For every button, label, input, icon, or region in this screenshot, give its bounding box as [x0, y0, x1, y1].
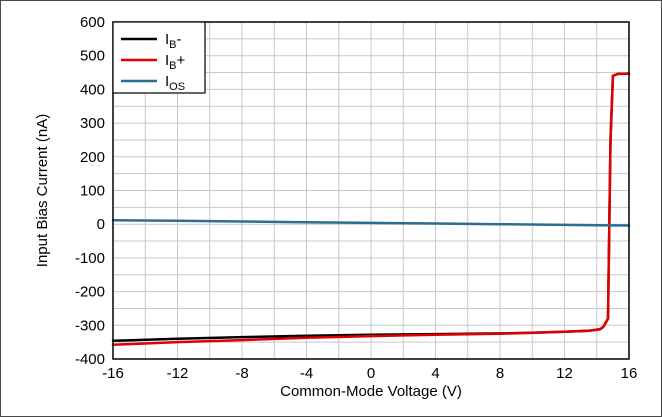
legend-label: IB+ [165, 52, 186, 72]
x-tick-label: 0 [367, 365, 375, 382]
y-tick-label: 300 [80, 115, 105, 132]
y-tick-label: 400 [80, 81, 105, 98]
plot-area-border [112, 21, 630, 360]
y-tick-label: -100 [75, 250, 105, 267]
y-axis-title: Input Bias Current (nA) [34, 114, 51, 267]
y-tick-label: 200 [80, 149, 105, 166]
x-tick-label: 8 [496, 365, 504, 382]
legend-label: IB- [165, 31, 182, 51]
series-line-ios [111, 218, 631, 227]
series-line-ib- [111, 72, 631, 347]
legend: IB-IB+IOS [112, 21, 206, 94]
y-tick-label: 0 [97, 216, 105, 233]
series-lines [111, 72, 631, 347]
legend-box [112, 21, 206, 94]
legend-label: IOS [165, 73, 185, 93]
x-tick-label: 16 [621, 365, 638, 382]
x-tick-label: -16 [102, 365, 124, 382]
tick-labels: -16 -12 -8 -4 0 4 8 12 16 600 500 400 300 200 100 0 -100… [75, 14, 637, 382]
y-tick-label: -300 [75, 317, 105, 334]
x-tick-label: 4 [431, 365, 439, 382]
x-tick-label: -8 [235, 365, 248, 382]
y-tick-label: 100 [80, 183, 105, 200]
y-tick-label: -200 [75, 284, 105, 301]
x-tick-label: -4 [300, 365, 313, 382]
x-tick-label: -12 [167, 365, 189, 382]
y-tick-label: 500 [80, 48, 105, 65]
y-tick-label: -400 [75, 351, 105, 368]
x-axis-title: Common-Mode Voltage (V) [280, 383, 462, 400]
y-tick-label: 600 [80, 14, 105, 31]
x-tick-label: 12 [556, 365, 573, 382]
